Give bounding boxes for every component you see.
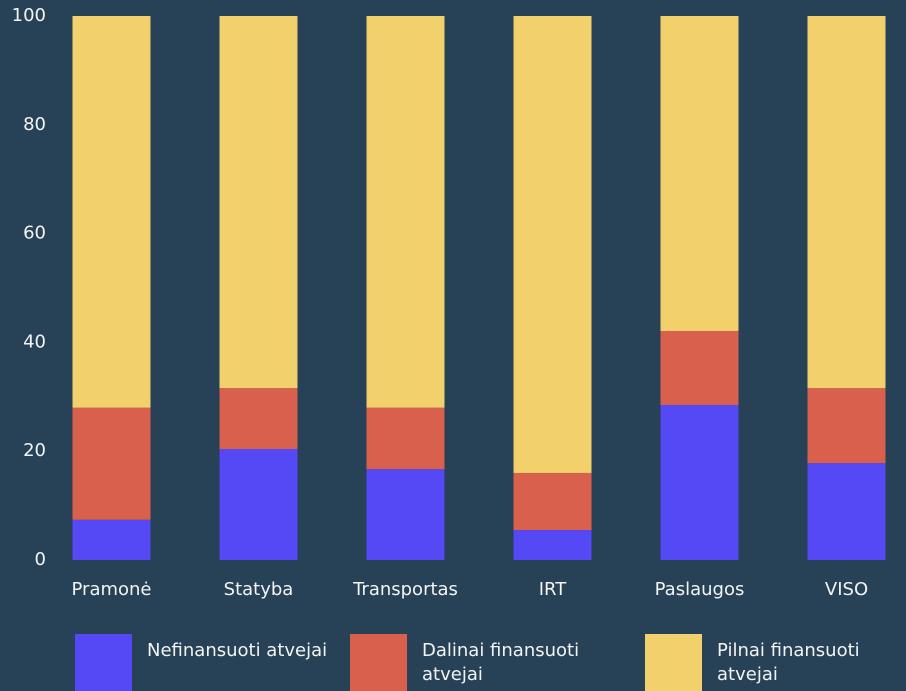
chart: 0 20 40 60 80 100 Pramonė Statyba Transportas IRT…	[12, 5, 886, 600]
legend-item: Pilnai finansuoti atvejai	[645, 634, 906, 691]
x-tick-label: Pramonė	[72, 579, 152, 600]
legend-item: Dalinai finansuoti atvejai	[350, 634, 614, 691]
legend-swatch	[75, 634, 132, 691]
y-tick-label: 60	[23, 223, 46, 244]
x-tick-label: Transportas	[352, 579, 458, 600]
legend-swatch	[645, 634, 702, 691]
y-tick-label: 80	[23, 114, 46, 135]
x-tick-label: IRT	[539, 579, 568, 600]
bar-segment	[513, 472, 592, 531]
legend-item: Nefinansuoti atvejai	[75, 634, 339, 691]
bar-segment	[366, 469, 445, 560]
bar-segment	[513, 530, 592, 560]
y-tick-label: 20	[23, 440, 46, 461]
x-tick-label: Statyba	[224, 579, 294, 600]
x-tick-label: Paslaugos	[655, 579, 745, 600]
bar-segment	[72, 16, 151, 408]
legend-label: Dalinai finansuoti atvejai	[422, 640, 580, 685]
bar-segment	[807, 388, 886, 464]
legend-swatch	[350, 634, 407, 691]
legend-label: Nefinansuoti atvejai	[147, 640, 328, 661]
bar-segment	[219, 388, 298, 450]
bar-segment	[72, 407, 151, 520]
bar-segment	[660, 16, 739, 331]
bar-segment	[660, 404, 739, 560]
bar-segment	[219, 16, 298, 389]
bar-segment	[366, 16, 445, 408]
y-tick-label: 100	[12, 5, 46, 26]
bar-segment	[807, 16, 886, 389]
bar-segment	[807, 463, 886, 560]
y-tick-label: 40	[23, 331, 46, 352]
y-tick-label: 0	[35, 549, 46, 570]
bar-segment	[72, 519, 151, 560]
bar-segment	[660, 330, 739, 405]
bar-segment	[219, 449, 298, 560]
x-tick-label: VISO	[825, 579, 868, 600]
bar-segment	[366, 407, 445, 470]
legend-label: Pilnai finansuoti atvejai	[717, 640, 860, 685]
bar-segment	[513, 16, 592, 473]
